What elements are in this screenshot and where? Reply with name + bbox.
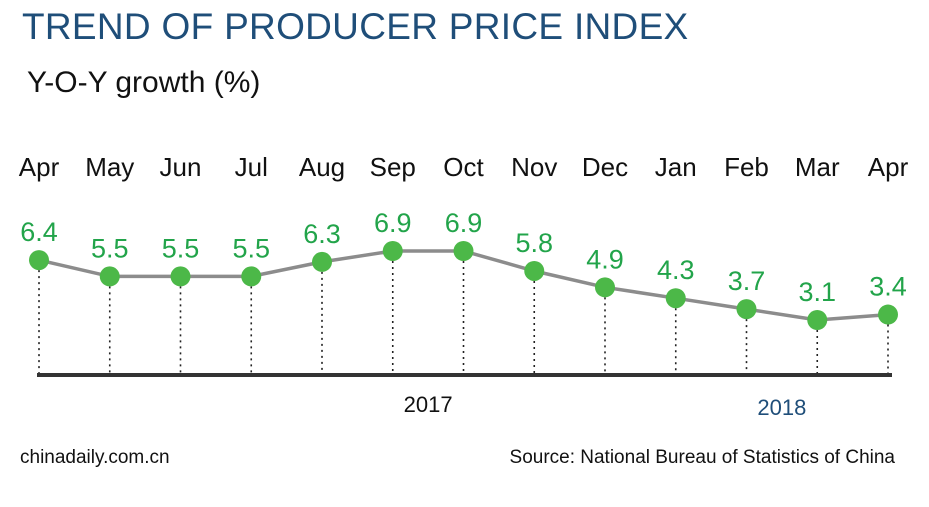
data-point	[99, 266, 120, 287]
data-markers	[29, 241, 898, 330]
data-point	[312, 251, 332, 272]
year-label-2018: 2018	[757, 395, 806, 420]
value-labels: 6.4 5.5 5.5 5.5 6.3 6.9 6.9 5.8 4.9 4.3 3.7 3.1 3.4	[20, 208, 907, 307]
value-label: 4.3	[657, 255, 695, 285]
value-label: 4.9	[586, 244, 624, 274]
value-label: 6.9	[374, 208, 412, 238]
site-credit: chinadaily.com.cn	[20, 447, 170, 468]
value-label: 5.5	[162, 233, 200, 263]
chart-title: TREND OF PRODUCER PRICE INDEX	[22, 6, 689, 47]
value-label: 5.8	[515, 228, 553, 258]
month-label: May	[85, 152, 134, 182]
year-label-2017: 2017	[404, 392, 453, 417]
data-point	[665, 288, 686, 309]
data-point	[241, 266, 262, 287]
month-label: Nov	[511, 152, 557, 182]
value-label: 6.3	[303, 219, 341, 249]
month-label: Aug	[299, 152, 345, 182]
value-label: 5.5	[232, 233, 270, 263]
month-label: Apr	[19, 152, 60, 182]
value-label: 3.1	[798, 277, 836, 307]
drop-lines	[38, 261, 889, 375]
month-label: Oct	[443, 152, 484, 182]
month-label: Feb	[724, 152, 769, 182]
data-point	[453, 241, 474, 261]
month-labels: Apr May Jun Jul Aug Sep Oct Nov Dec Jan Feb Mar Apr	[19, 152, 909, 182]
value-label: 3.4	[869, 272, 907, 302]
chart-subtitle: Y-O-Y growth (%)	[27, 66, 261, 99]
data-point	[524, 260, 545, 281]
value-label: 5.5	[91, 233, 129, 263]
month-label: Dec	[582, 152, 628, 182]
value-label: 6.9	[445, 208, 483, 238]
source-note: Source: National Bureau of Statistics of…	[509, 447, 895, 468]
data-point	[170, 266, 191, 287]
data-point	[736, 299, 757, 320]
month-label: Jun	[160, 152, 202, 182]
data-point	[29, 250, 49, 271]
month-label: Mar	[795, 152, 840, 182]
value-label: 3.7	[728, 266, 766, 296]
month-label: Sep	[370, 152, 416, 182]
month-label: Jan	[655, 152, 697, 182]
month-label: Apr	[868, 152, 909, 182]
month-label: Jul	[235, 152, 268, 182]
value-label: 6.4	[20, 217, 58, 247]
data-point	[807, 310, 828, 330]
data-point	[595, 277, 615, 298]
data-point	[878, 304, 898, 325]
data-point	[382, 241, 403, 261]
